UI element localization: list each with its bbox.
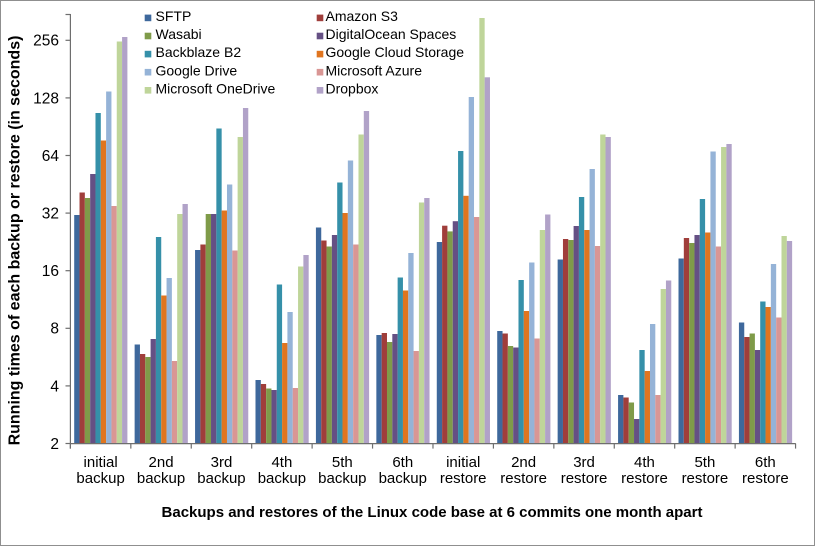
svg-text:3rd: 3rd [211, 454, 233, 471]
svg-text:Dropbox: Dropbox [326, 80, 379, 96]
svg-text:2nd: 2nd [149, 454, 174, 471]
svg-text:Wasabi: Wasabi [156, 26, 202, 42]
svg-text:4th: 4th [271, 454, 292, 471]
svg-text:64: 64 [42, 148, 60, 165]
svg-text:restore: restore [742, 470, 789, 487]
svg-text:Amazon S3: Amazon S3 [326, 8, 399, 24]
svg-text:restore: restore [561, 470, 608, 487]
svg-text:256: 256 [33, 33, 59, 50]
svg-text:128: 128 [33, 90, 59, 107]
svg-text:backup: backup [379, 470, 427, 487]
svg-text:4th: 4th [634, 454, 655, 471]
svg-text:16: 16 [42, 263, 59, 280]
svg-text:Backblaze B2: Backblaze B2 [156, 44, 242, 60]
svg-text:6th: 6th [755, 454, 776, 471]
svg-text:backup: backup [76, 470, 124, 487]
svg-text:6th: 6th [392, 454, 413, 471]
svg-text:initial: initial [446, 454, 480, 471]
svg-text:Google Cloud Storage: Google Cloud Storage [326, 44, 465, 60]
svg-text:restore: restore [440, 470, 487, 487]
svg-text:restore: restore [621, 470, 668, 487]
svg-text:backup: backup [197, 470, 245, 487]
svg-text:Running times of each backup o: Running times of each backup or restore … [7, 36, 24, 446]
svg-text:3rd: 3rd [573, 454, 595, 471]
svg-text:initial: initial [84, 454, 118, 471]
svg-text:Backups and restores of the Li: Backups and restores of the Linux code b… [162, 504, 703, 521]
svg-text:DigitalOcean Spaces: DigitalOcean Spaces [326, 26, 457, 42]
svg-text:5th: 5th [332, 454, 353, 471]
svg-text:2nd: 2nd [511, 454, 536, 471]
svg-text:5th: 5th [694, 454, 715, 471]
svg-text:8: 8 [50, 321, 59, 338]
svg-text:backup: backup [258, 470, 306, 487]
svg-text:32: 32 [42, 206, 59, 223]
svg-text:Microsoft OneDrive: Microsoft OneDrive [156, 80, 276, 96]
svg-text:2: 2 [50, 436, 59, 453]
svg-text:Google Drive: Google Drive [156, 62, 238, 78]
svg-text:SFTP: SFTP [156, 8, 192, 24]
svg-text:restore: restore [500, 470, 547, 487]
svg-text:backup: backup [137, 470, 185, 487]
svg-text:backup: backup [318, 470, 366, 487]
svg-text:restore: restore [682, 470, 729, 487]
svg-text:4: 4 [50, 378, 59, 395]
svg-text:Microsoft Azure: Microsoft Azure [326, 62, 423, 78]
